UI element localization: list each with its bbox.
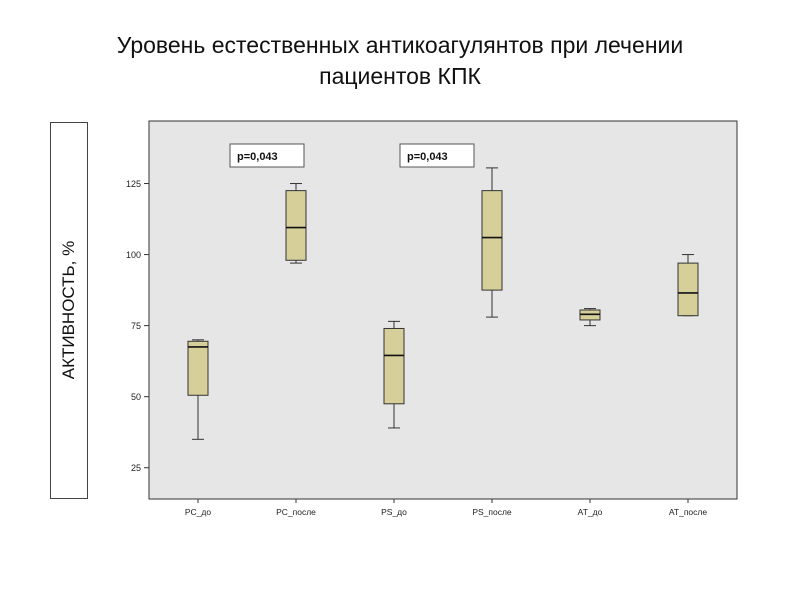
annotation-text-2: p=0,043 <box>407 151 448 163</box>
x-tick-label: AT_до <box>578 507 603 517</box>
chart-title: Уровень естественных антикоагулянтов при… <box>0 30 800 92</box>
box-iqr <box>187 340 209 396</box>
y-tick-label: 50 <box>131 392 141 402</box>
box-PC_до <box>187 339 209 440</box>
box-iqr <box>481 190 503 291</box>
y-axis: 25 50 75 100 125 <box>126 179 149 473</box>
y-tick-label: 75 <box>131 321 141 331</box>
box-iqr <box>285 190 307 261</box>
y-tick-label: 125 <box>126 179 141 189</box>
box-iqr <box>677 262 699 317</box>
annotations-group: p=0,043 p=0,043 <box>229 143 475 168</box>
x-tick-label: PS_после <box>472 507 512 517</box>
box-PS_после <box>481 167 503 318</box>
boxes-group <box>187 167 699 440</box>
y-tick-label: 100 <box>126 250 141 260</box>
box-PC_после <box>285 183 307 264</box>
x-axis-labels: PC_до PC_после PS_до PS_после AT_до AT_после <box>185 499 707 517</box>
x-tick-label: PS_до <box>381 507 407 517</box>
annotation-box-2 <box>399 143 475 168</box>
chart-title-line-2: пациентов КПК <box>319 63 481 89</box>
annotation-text-1: p=0,043 <box>237 151 278 163</box>
box-AT_после <box>677 254 699 317</box>
y-tick-label: 25 <box>131 463 141 473</box>
plot-area <box>148 120 738 500</box>
box-AT_до <box>579 308 601 327</box>
x-tick-label: PC_после <box>276 507 316 517</box>
box-PS_до <box>383 320 405 429</box>
box-iqr <box>383 327 405 405</box>
annotation-box-1 <box>229 143 305 168</box>
x-tick-label: PC_до <box>185 507 211 517</box>
x-tick-label: AT_после <box>669 507 707 517</box>
chart-title-line-1: Уровень естественных антикоагулянтов при… <box>116 32 684 58</box>
y-axis-label-box: АКТИВНОСТЬ, % <box>50 122 88 499</box>
